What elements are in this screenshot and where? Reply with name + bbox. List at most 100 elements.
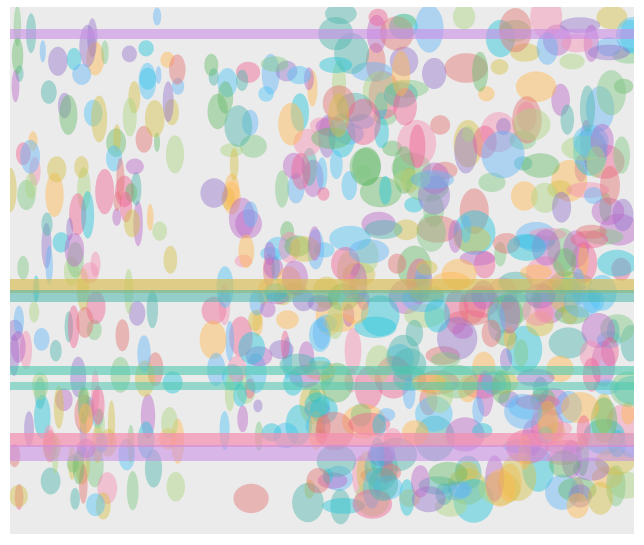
color-blob [290, 93, 309, 132]
color-blob [503, 326, 516, 351]
color-blob [217, 81, 234, 114]
color-blob [113, 124, 121, 152]
color-blob [10, 331, 26, 363]
color-blob [323, 313, 356, 333]
color-blob [591, 197, 625, 226]
color-blob [492, 233, 521, 254]
color-blob [576, 224, 607, 239]
color-blob [452, 7, 476, 30]
color-blob [472, 125, 497, 159]
color-blob [515, 221, 557, 253]
color-blob [444, 53, 488, 83]
color-blob [323, 465, 353, 491]
color-blob [579, 85, 596, 132]
color-blob [355, 238, 379, 274]
color-blob [169, 54, 186, 85]
color-blob [547, 227, 578, 272]
color-blob [137, 335, 151, 373]
color-blob [319, 56, 353, 74]
color-blob [106, 128, 126, 157]
color-blob [432, 161, 458, 180]
color-blob [63, 256, 80, 286]
color-blob [578, 243, 589, 277]
color-blob [10, 334, 20, 377]
color-blob [453, 120, 483, 168]
color-blob [360, 295, 400, 337]
color-blob [487, 302, 506, 341]
color-blob [529, 227, 567, 241]
color-blob [573, 457, 610, 481]
color-blob [378, 408, 396, 422]
color-blob [316, 414, 331, 439]
color-blob [80, 262, 99, 284]
color-blob [200, 178, 228, 208]
color-blob [350, 403, 372, 427]
color-blob [280, 330, 290, 360]
color-blob [261, 53, 280, 95]
color-blob [380, 463, 402, 481]
color-blob [128, 300, 146, 326]
color-blob [122, 97, 137, 137]
color-blob [566, 182, 610, 198]
color-blob [331, 246, 361, 282]
color-blob [41, 223, 52, 269]
color-blob [459, 188, 489, 234]
color-blob [397, 245, 432, 289]
color-blob [113, 191, 122, 211]
color-blob [601, 337, 619, 367]
color-blob [430, 115, 451, 135]
color-blob [397, 119, 437, 168]
color-blob [352, 147, 381, 186]
color-blob [29, 156, 41, 186]
color-blob [308, 388, 322, 403]
color-blob [472, 396, 485, 425]
color-blob [17, 255, 29, 280]
color-blob [620, 324, 634, 362]
color-blob [116, 157, 125, 201]
color-blob [119, 191, 133, 223]
color-blob [372, 414, 387, 437]
color-blob [292, 482, 324, 523]
color-blob [580, 119, 593, 164]
color-blob [171, 77, 185, 95]
color-blob [586, 146, 606, 178]
color-blob [233, 483, 269, 514]
color-blob [315, 117, 348, 137]
color-blob [299, 382, 328, 425]
color-blob [40, 467, 61, 495]
color-blob [146, 203, 154, 231]
color-blob [387, 334, 420, 375]
color-blob [462, 125, 475, 142]
color-blob [579, 340, 602, 370]
color-blob [322, 85, 356, 121]
band-layer [10, 29, 634, 461]
horizontal-band [10, 290, 634, 302]
color-blob [269, 340, 294, 360]
color-blob [83, 99, 103, 127]
color-blob [531, 182, 559, 213]
color-blob [476, 370, 494, 417]
color-blob [551, 159, 588, 202]
color-blob [315, 295, 343, 336]
color-blob [418, 175, 450, 215]
horizontal-band [10, 433, 634, 447]
color-blob [393, 13, 417, 29]
color-blob [504, 393, 543, 429]
color-blob [379, 175, 392, 205]
color-blob [555, 390, 582, 424]
color-blob [293, 128, 322, 157]
color-blob [399, 489, 421, 508]
color-blob [499, 294, 521, 334]
color-blob [478, 86, 495, 102]
color-blob [342, 303, 355, 327]
color-blob [498, 390, 520, 408]
color-blob [531, 397, 555, 442]
color-blob [422, 57, 447, 90]
color-blob [280, 221, 295, 243]
color-blob [263, 241, 276, 266]
color-blob [510, 181, 538, 211]
color-blob [74, 156, 89, 178]
color-blob [447, 310, 490, 326]
color-blob [91, 385, 105, 425]
color-blob [581, 312, 616, 349]
